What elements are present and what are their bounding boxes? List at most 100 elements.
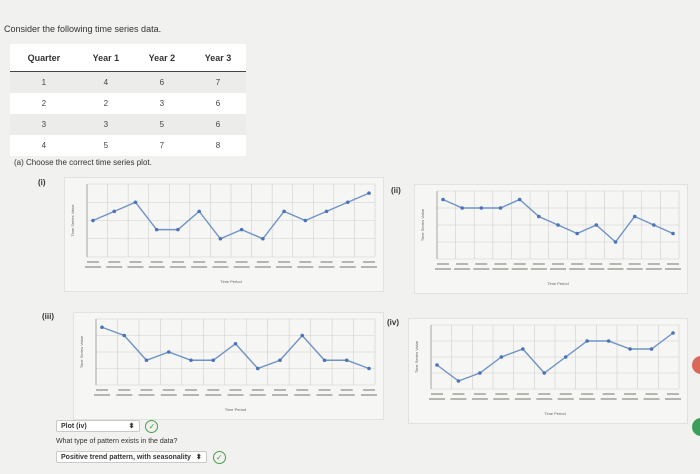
x-axis-title: Time Period xyxy=(544,411,565,416)
x-tick-mark xyxy=(233,266,250,268)
x-tick-mark xyxy=(645,393,658,395)
x-tick-mark xyxy=(227,394,244,396)
x-tick-mark xyxy=(607,268,624,270)
x-tick-mark xyxy=(294,394,311,396)
x-tick-mark xyxy=(363,261,375,263)
data-point xyxy=(671,331,675,335)
plot-i[interactable]: Time Period Time Series Value xyxy=(64,177,384,292)
x-tick-mark xyxy=(622,398,639,400)
table-row: 2 2 3 6 xyxy=(10,93,246,114)
x-tick-mark xyxy=(150,261,163,263)
data-point xyxy=(652,223,656,227)
x-tick-mark xyxy=(473,393,486,395)
x-tick-mark xyxy=(340,389,353,391)
data-point xyxy=(460,206,464,210)
x-tick-mark xyxy=(590,263,603,265)
data-point xyxy=(498,206,503,210)
x-tick-mark xyxy=(191,266,208,268)
x-tick-mark xyxy=(127,266,144,268)
x-tick-mark xyxy=(626,268,643,270)
answer-area: Plot (iv) ⬍ ✓ What type of pattern exist… xyxy=(56,420,226,464)
plot-iv[interactable]: Time Period Time Series Value xyxy=(408,318,688,424)
y-axis-title: Time Series Value xyxy=(70,204,75,237)
cell: 6 xyxy=(215,99,221,108)
x-tick-mark xyxy=(256,261,269,263)
data-point xyxy=(239,227,244,232)
x-tick-mark xyxy=(276,266,293,268)
plot-select[interactable]: Plot (iv) ⬍ xyxy=(56,420,140,433)
x-tick-mark xyxy=(667,393,679,395)
check-icon: ✓ xyxy=(145,420,159,433)
check-icon: ✓ xyxy=(212,451,226,464)
side-tab-bottom[interactable] xyxy=(692,418,700,436)
x-tick-mark xyxy=(205,394,222,396)
x-tick-mark xyxy=(148,266,165,268)
cell: 1 xyxy=(10,71,78,93)
cell: 8 xyxy=(215,141,221,150)
plot-iii[interactable]: Time Period Time Series Value xyxy=(73,312,384,420)
side-tab-top[interactable] xyxy=(692,356,700,374)
table-row: 4 5 7 8 xyxy=(10,135,246,156)
x-tick-mark xyxy=(665,398,681,400)
pattern-select[interactable]: Positive trend pattern, with seasonality… xyxy=(56,451,207,464)
x-tick-mark xyxy=(600,398,617,400)
x-tick-mark xyxy=(85,266,101,268)
x-tick-mark xyxy=(516,393,529,395)
x-tick-mark xyxy=(297,266,314,268)
data-point xyxy=(649,347,654,351)
x-tick-mark xyxy=(557,398,574,400)
x-tick-mark xyxy=(296,389,309,391)
data-point xyxy=(154,227,159,232)
series-line xyxy=(92,192,370,240)
x-tick-mark xyxy=(116,394,133,396)
data-point xyxy=(542,371,547,375)
data-point xyxy=(345,200,350,205)
table-row: 1 4 6 7 xyxy=(10,71,246,93)
data-point xyxy=(255,366,260,371)
y-axis-title: Time Series Value xyxy=(414,340,419,373)
data-point xyxy=(133,200,138,205)
pattern-select-value: Positive trend pattern, with seasonality xyxy=(61,454,191,462)
x-tick-mark xyxy=(513,263,526,265)
x-tick-mark xyxy=(475,263,488,265)
plot-ii[interactable]: Time Period Time Series Value xyxy=(414,184,688,294)
question-a: (a) Choose the correct time series plot. xyxy=(14,158,152,167)
data-point xyxy=(282,209,286,214)
x-tick-mark xyxy=(665,268,681,270)
x-tick-mark xyxy=(454,268,471,270)
x-tick-mark xyxy=(550,268,566,270)
x-tick-mark xyxy=(667,263,679,265)
x-tick-mark xyxy=(361,266,377,268)
x-tick-mark xyxy=(450,398,467,400)
x-tick-mark xyxy=(579,398,596,400)
data-point xyxy=(563,355,568,359)
cell: 3 xyxy=(10,114,78,135)
cell: 2 xyxy=(103,99,109,108)
x-tick-mark xyxy=(183,394,199,396)
data-point xyxy=(303,218,308,223)
x-tick-mark xyxy=(456,263,469,265)
option-label-ii: (ii) xyxy=(391,186,401,195)
x-tick-mark xyxy=(108,261,121,263)
data-point xyxy=(575,231,579,236)
plot-iii-svg: Time Period Time Series Value xyxy=(79,318,377,412)
y-axis-title: Time Series Value xyxy=(420,208,425,241)
data-point xyxy=(112,209,117,214)
x-tick-mark xyxy=(87,261,99,263)
select-arrows-icon: ⬍ xyxy=(128,423,135,431)
cell: 7 xyxy=(189,71,246,93)
x-tick-mark xyxy=(437,263,449,265)
data-point xyxy=(613,240,618,244)
select-arrows-icon: ⬍ xyxy=(195,454,202,462)
data-point xyxy=(585,339,589,343)
data-point xyxy=(91,218,95,223)
data-point xyxy=(478,371,482,375)
cell: 2 xyxy=(41,99,47,108)
x-tick-mark xyxy=(559,393,572,395)
x-tick-mark xyxy=(452,393,465,395)
x-tick-mark xyxy=(316,394,333,396)
time-series-table: Quarter Year 1 Year 2 Year 3 1 4 6 7 2 2… xyxy=(10,44,246,156)
option-label-i: (i) xyxy=(38,178,46,187)
data-point xyxy=(632,214,637,219)
header-year2: Year 2 xyxy=(133,44,190,72)
